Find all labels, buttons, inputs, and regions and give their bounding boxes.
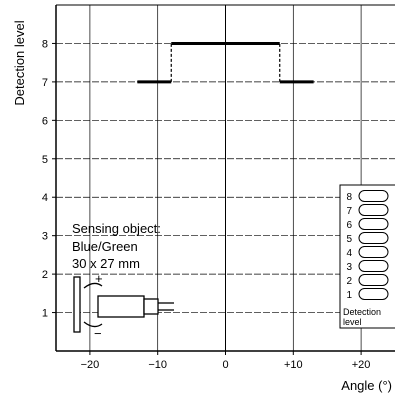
y-tick-label: 2 <box>42 269 48 281</box>
y-tick-label: 6 <box>42 115 48 127</box>
annotation-line-3: 30 x 27 mm <box>72 256 140 271</box>
legend-level-number: 5 <box>346 234 352 245</box>
y-tick-label: 7 <box>42 77 48 89</box>
x-axis-label: Angle (°) <box>341 378 392 393</box>
x-tick-label: −20 <box>81 359 100 371</box>
y-axis-label: Detection level <box>12 20 27 105</box>
y-tick-label: 1 <box>42 308 48 320</box>
annotation-line-2: Blue/Green <box>72 239 138 254</box>
y-tick-label: 5 <box>42 154 48 166</box>
legend-level-oval <box>358 246 389 258</box>
legend-level-oval <box>358 190 389 202</box>
legend-level-oval <box>358 288 389 300</box>
y-tick-label: 8 <box>42 38 48 50</box>
x-tick-label: +10 <box>284 359 303 371</box>
minus-rotation-arrow <box>83 321 103 328</box>
legend-level-number: 6 <box>346 220 352 231</box>
plot-frame <box>52 4 395 355</box>
legend-level-number: 4 <box>346 248 352 259</box>
y-tick-label: 3 <box>42 231 48 243</box>
plus-symbol: + <box>95 271 103 286</box>
legend-level-number: 3 <box>346 262 352 273</box>
x-tick-label: −10 <box>148 359 167 371</box>
tick-label-layer: 1 2 3 4 5 6 7 8 −20 −10 0 +10 +20 <box>42 38 371 371</box>
target-plate <box>73 276 81 333</box>
legend-level-oval <box>358 204 389 216</box>
detection-level-legend: 8 7 6 5 4 3 2 1 Detection level <box>339 184 395 329</box>
annotation-line-1: Sensing object: <box>72 221 161 236</box>
legend-level-number: 1 <box>346 290 352 301</box>
plus-rotation-arrow <box>83 282 103 289</box>
sensor-body <box>97 295 145 318</box>
minus-symbol: − <box>94 326 102 341</box>
legend-caption-line-2: level <box>343 317 362 327</box>
legend-rows: 8 7 6 5 4 3 2 1 <box>346 190 389 301</box>
legend-level-oval <box>358 274 389 286</box>
sensor-illustration <box>73 276 174 333</box>
legend-caption-line-1: Detection <box>343 307 381 317</box>
x-tick-label: 0 <box>222 359 228 371</box>
legend-level-oval <box>358 260 389 272</box>
legend-level-number: 2 <box>346 276 352 287</box>
legend-level-number: 8 <box>346 192 352 203</box>
legend-level-oval <box>358 218 389 230</box>
sensing-object-annotation: Sensing object: Blue/Green 30 x 27 mm <box>72 221 161 271</box>
legend-level-oval <box>358 232 389 244</box>
legend-level-number: 7 <box>346 206 352 217</box>
data-series-layer <box>137 41 314 84</box>
y-tick-label: 4 <box>42 192 48 204</box>
sensor-connector <box>143 298 159 315</box>
x-tick-label: +20 <box>352 359 371 371</box>
